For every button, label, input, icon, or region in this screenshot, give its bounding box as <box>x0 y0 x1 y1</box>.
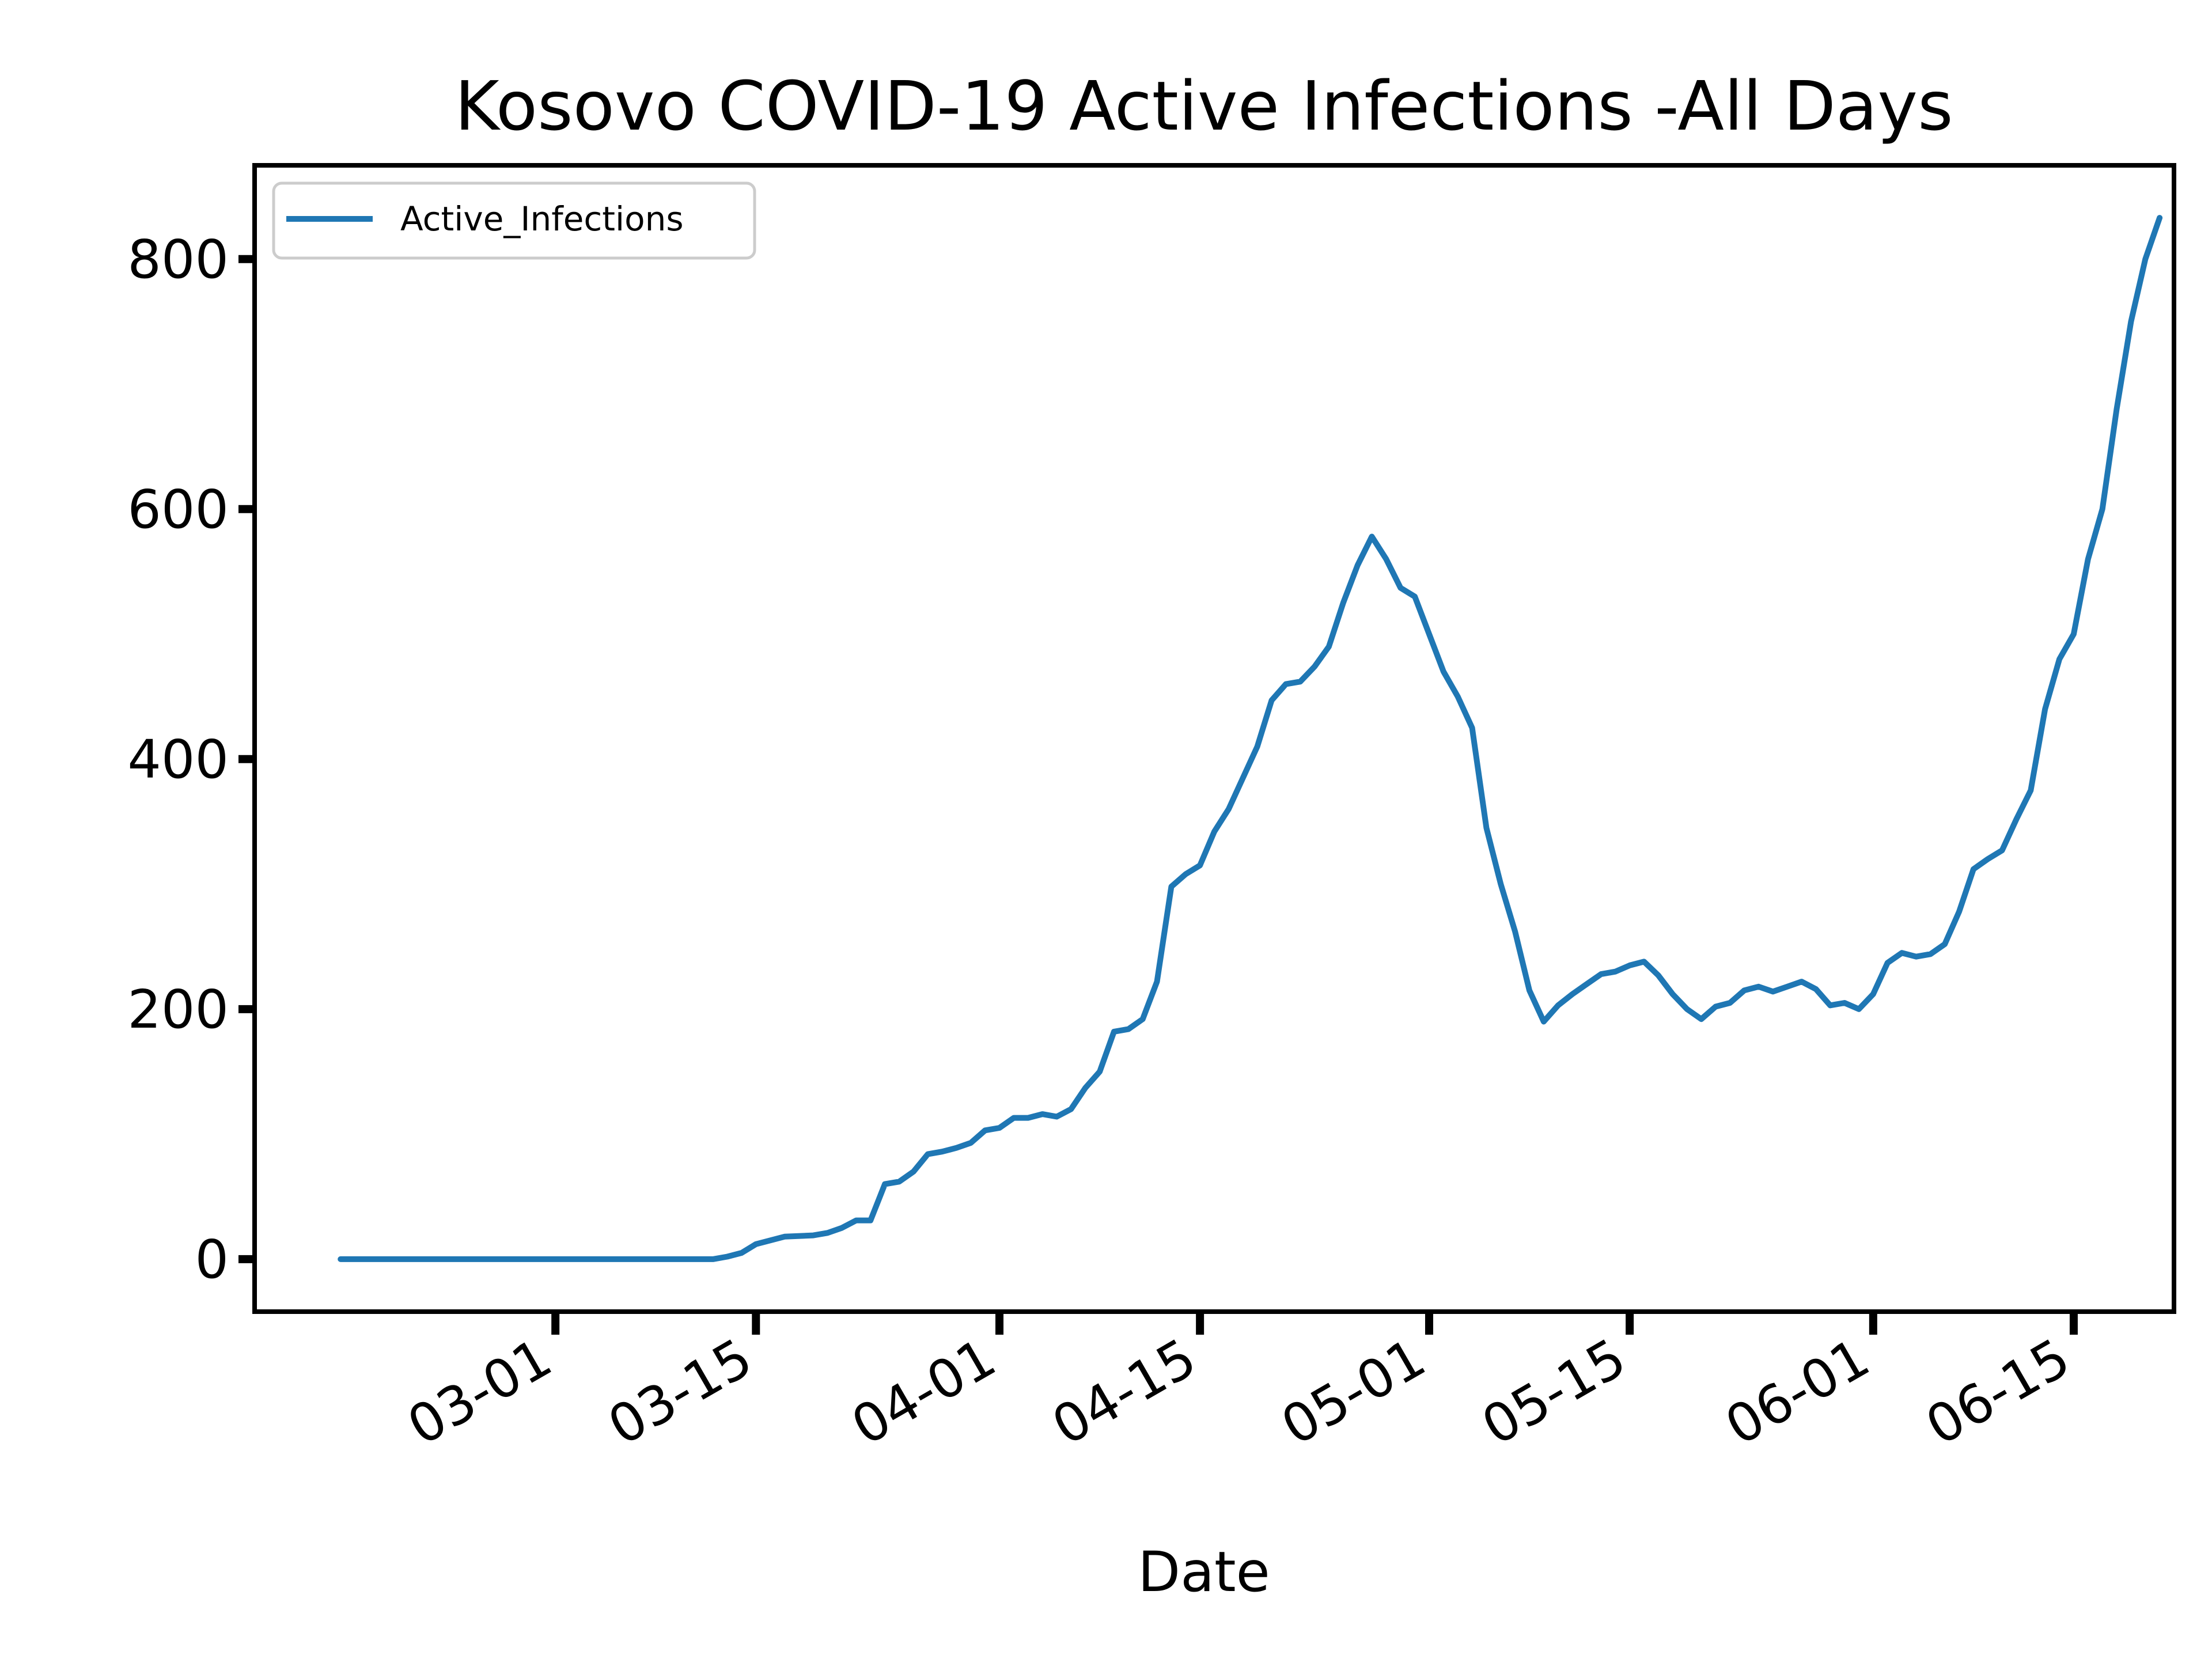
legend-label: Active_Infections <box>400 199 684 238</box>
y-tick-label: 400 <box>127 729 229 790</box>
y-tick-label: 800 <box>127 229 229 290</box>
x-axis-label: Date <box>1138 1540 1270 1604</box>
y-tick-label: 600 <box>127 479 229 540</box>
y-tick-label: 0 <box>195 1229 229 1290</box>
series-line-active-infections <box>338 215 2163 1262</box>
chart-title: Kosovo COVID-19 Active Infections -All D… <box>454 66 1953 146</box>
legend-box <box>272 181 756 260</box>
plot-frame <box>252 163 2176 1314</box>
y-axis: 0 200 400 600 800 <box>127 229 255 1290</box>
y-tick-label: 200 <box>127 979 229 1040</box>
series-layer <box>338 215 2163 1262</box>
legend: Active_Infections <box>272 181 756 260</box>
